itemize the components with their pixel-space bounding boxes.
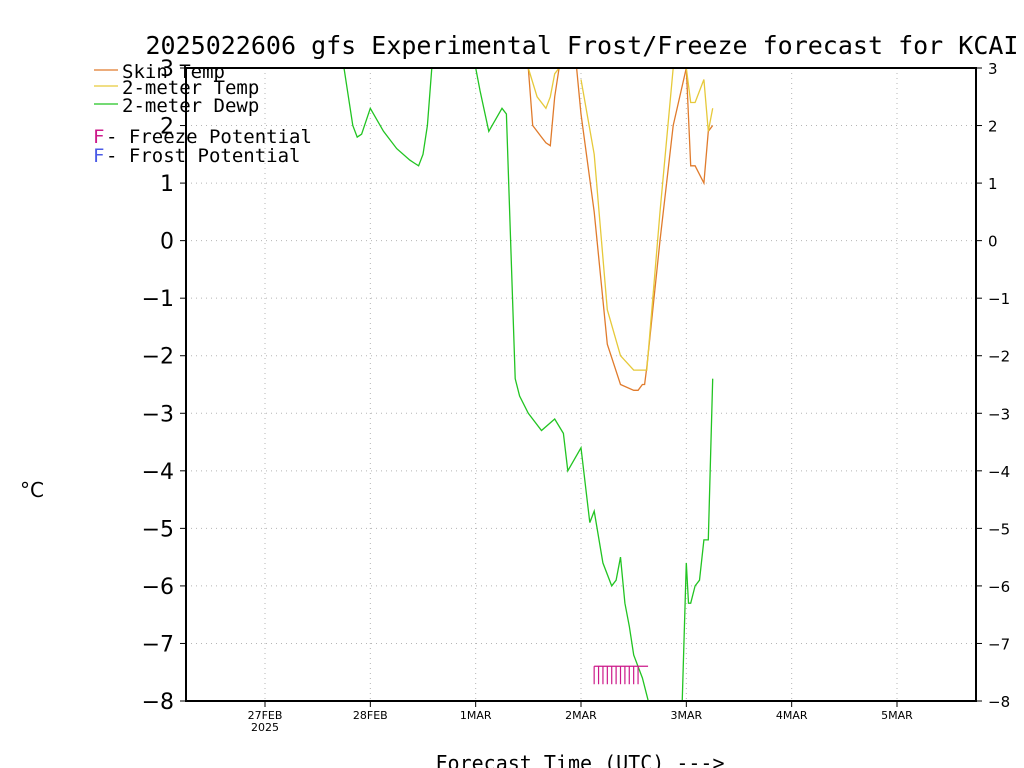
y-tick-label: 3: [988, 60, 998, 78]
y-tick-label: −4: [988, 463, 1010, 481]
y-tick-label: −1: [142, 287, 174, 312]
y-tick-label: −1: [988, 290, 1010, 308]
legend-label: - Freeze Potential: [106, 126, 312, 148]
y-tick-label: −7: [142, 632, 174, 657]
series-line-skin-temp: [527, 68, 560, 147]
series-line-2-meter-dewp: [681, 378, 714, 701]
series-layer: [343, 68, 714, 701]
y-tick-label: −7: [988, 635, 1010, 653]
freeze-markers: [593, 665, 649, 685]
y-tick-label: −2: [142, 345, 174, 370]
y-tick-label: −8: [988, 693, 1010, 711]
y-tick-label: 3: [160, 57, 174, 82]
y-tick-label: −3: [988, 405, 1010, 423]
y-tick-label: 2: [988, 118, 998, 136]
x-tick-label: 4MAR: [776, 709, 808, 722]
legend-label: 2-meter Temp: [122, 77, 259, 99]
series-line-skin-temp: [575, 68, 687, 391]
chart-title: 2025022606 gfs Experimental Frost/Freeze…: [146, 31, 1019, 60]
y-axis-left: 3 2 1 0 −1 −2 −3 −4 −5 −6 −7 −8: [142, 57, 186, 715]
legend-label: Skin Temp: [122, 61, 225, 83]
y-tick-label: −8: [142, 690, 174, 715]
y-tick-label: −4: [142, 460, 174, 485]
series-line-2-meter-dewp: [343, 68, 433, 167]
y-tick-label: −6: [988, 578, 1010, 596]
series-line-2-meter-dewp: [475, 68, 649, 701]
x-tick-sublabel: 2025: [251, 721, 279, 734]
y-tick-label: 2: [160, 115, 174, 140]
x-axis-label: Forecast Time (UTC) --->: [436, 751, 725, 768]
y-tick-label: −5: [988, 520, 1010, 538]
legend-letter: F: [93, 145, 104, 167]
x-tick-label: 1MAR: [460, 709, 492, 722]
y-tick-label: −5: [142, 517, 174, 542]
y-tick-label: −3: [142, 402, 174, 427]
y-tick-label: 0: [988, 233, 998, 251]
x-tick-label: 27FEB: [248, 709, 283, 722]
y-tick-label: 1: [988, 175, 998, 193]
grid-lines: [186, 68, 976, 701]
legend-label: - Frost Potential: [106, 145, 300, 167]
series-line-2-meter-temp: [580, 68, 687, 371]
x-tick-label: 5MAR: [881, 709, 913, 722]
series-line-2-meter-temp: [527, 68, 560, 110]
y-axis-right: 3 2 1 0 −1 −2 −3 −4 −5 −6 −7 −8: [976, 60, 1010, 711]
legend-letter: F: [93, 126, 104, 148]
y-axis-label: °C: [20, 478, 44, 502]
plot-frame: [185, 67, 977, 702]
x-tick-label: 3MAR: [670, 709, 702, 722]
y-tick-label: −6: [142, 575, 174, 600]
y-tick-label: 0: [160, 230, 174, 255]
y-tick-label: −2: [988, 348, 1010, 366]
legend-label: 2-meter Dewp: [122, 95, 259, 117]
x-tick-label: 2MAR: [565, 709, 597, 722]
y-tick-label: 1: [160, 172, 174, 197]
series-line-2-meter-temp: [685, 68, 714, 132]
x-tick-label: 28FEB: [353, 709, 388, 722]
